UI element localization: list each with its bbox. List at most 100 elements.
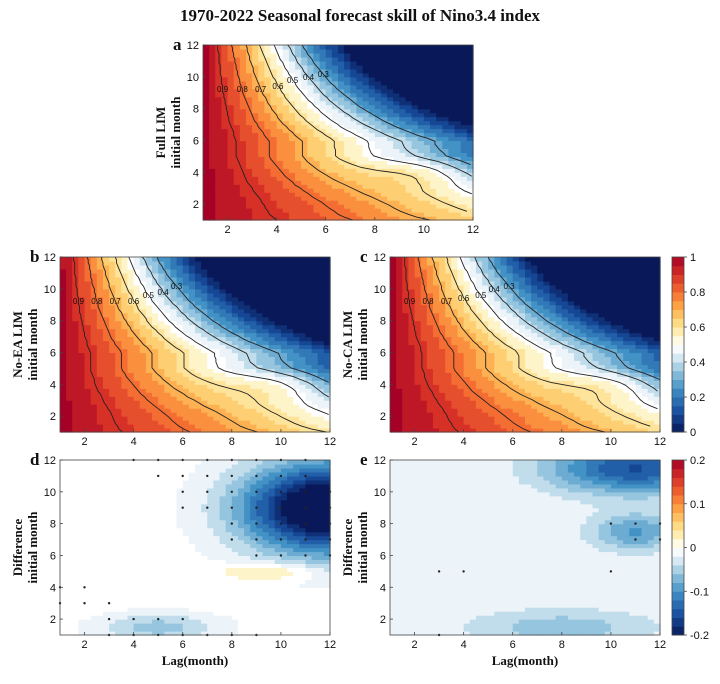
field-cell <box>145 320 153 326</box>
field-cell <box>60 388 67 393</box>
field-cell <box>245 96 253 102</box>
field-cell <box>244 344 251 350</box>
field-cell <box>460 172 468 177</box>
field-cell <box>268 392 276 397</box>
field-cell <box>494 312 502 318</box>
field-cell <box>221 160 229 165</box>
field-cell <box>402 352 410 358</box>
field-cell <box>139 257 147 262</box>
field-cell <box>276 188 284 193</box>
field-cell <box>423 52 431 58</box>
field-cell <box>152 296 159 302</box>
field-cell <box>362 172 370 177</box>
field-cell <box>152 276 159 282</box>
field-cell <box>338 112 345 118</box>
field-cell <box>430 216 437 221</box>
field-cell <box>380 144 388 150</box>
field-cell <box>466 140 474 146</box>
field-cell <box>215 68 223 74</box>
field-cell <box>96 364 104 369</box>
field-cell <box>432 412 440 417</box>
field-cell <box>463 372 471 377</box>
field-cell <box>417 132 425 138</box>
field-cell <box>282 160 290 165</box>
field-cell <box>518 264 526 270</box>
field-cell <box>350 108 358 114</box>
field-cell <box>482 340 489 346</box>
field-cell <box>215 48 223 54</box>
field-cell <box>432 376 440 381</box>
field-cell <box>215 140 223 146</box>
field-cell <box>307 96 315 102</box>
field-cell <box>448 212 456 217</box>
field-cell <box>494 308 502 314</box>
field-cell <box>237 320 245 326</box>
field-cell <box>390 380 397 385</box>
field-cell <box>420 380 428 385</box>
field-cell <box>268 296 276 302</box>
field-cell <box>420 276 428 282</box>
field-cell <box>252 176 259 181</box>
field-cell <box>244 320 251 326</box>
field-cell <box>287 272 294 278</box>
field-cell <box>518 332 526 338</box>
field-cell <box>237 280 245 286</box>
field-cell <box>139 280 147 286</box>
field-cell <box>164 412 172 417</box>
field-cell <box>457 352 465 358</box>
field-cell <box>463 257 471 262</box>
field-cell <box>408 372 416 377</box>
field-cell <box>313 180 321 185</box>
field-cell <box>201 428 208 433</box>
field-cell <box>282 168 290 173</box>
field-cell <box>396 304 403 310</box>
field-cell <box>311 364 319 369</box>
field-cell <box>362 160 370 165</box>
field-cell <box>60 312 67 318</box>
field-cell <box>288 120 296 126</box>
field-cell <box>244 372 251 377</box>
field-cell <box>280 320 288 326</box>
field-cell <box>227 188 235 193</box>
field-cell <box>317 404 325 409</box>
field-cell <box>256 368 264 373</box>
field-cell <box>188 336 196 342</box>
field-cell <box>276 100 284 106</box>
field-cell <box>258 52 265 58</box>
field-cell <box>426 364 434 369</box>
field-cell <box>405 172 413 177</box>
field-cell <box>356 60 364 66</box>
field-cell <box>436 60 443 66</box>
field-cell <box>66 392 73 397</box>
field-cell <box>170 360 178 365</box>
field-cell <box>96 336 104 342</box>
field-cell <box>209 216 216 221</box>
field-cell <box>231 257 239 262</box>
field-cell <box>203 92 210 98</box>
field-cell <box>414 412 422 417</box>
field-cell <box>127 296 135 302</box>
field-cell <box>518 376 526 381</box>
field-cell <box>494 412 502 417</box>
field-cell <box>127 276 135 282</box>
field-cell <box>356 116 364 122</box>
field-cell <box>282 120 290 126</box>
field-cell <box>317 260 325 266</box>
field-cell <box>402 260 410 266</box>
field-cell <box>469 332 477 338</box>
field-cell <box>262 412 270 417</box>
field-cell <box>258 204 265 209</box>
field-cell <box>463 404 471 409</box>
field-cell <box>158 300 165 306</box>
field-cell <box>299 428 307 433</box>
field-cell <box>244 364 251 369</box>
field-cell <box>313 56 321 62</box>
field-cell <box>356 152 364 157</box>
field-cell <box>390 292 397 298</box>
field-cell <box>233 92 241 98</box>
field-cell <box>408 260 416 266</box>
field-cell <box>445 312 452 318</box>
field-cell <box>445 372 452 377</box>
field-cell <box>60 372 67 377</box>
field-cell <box>209 188 216 193</box>
